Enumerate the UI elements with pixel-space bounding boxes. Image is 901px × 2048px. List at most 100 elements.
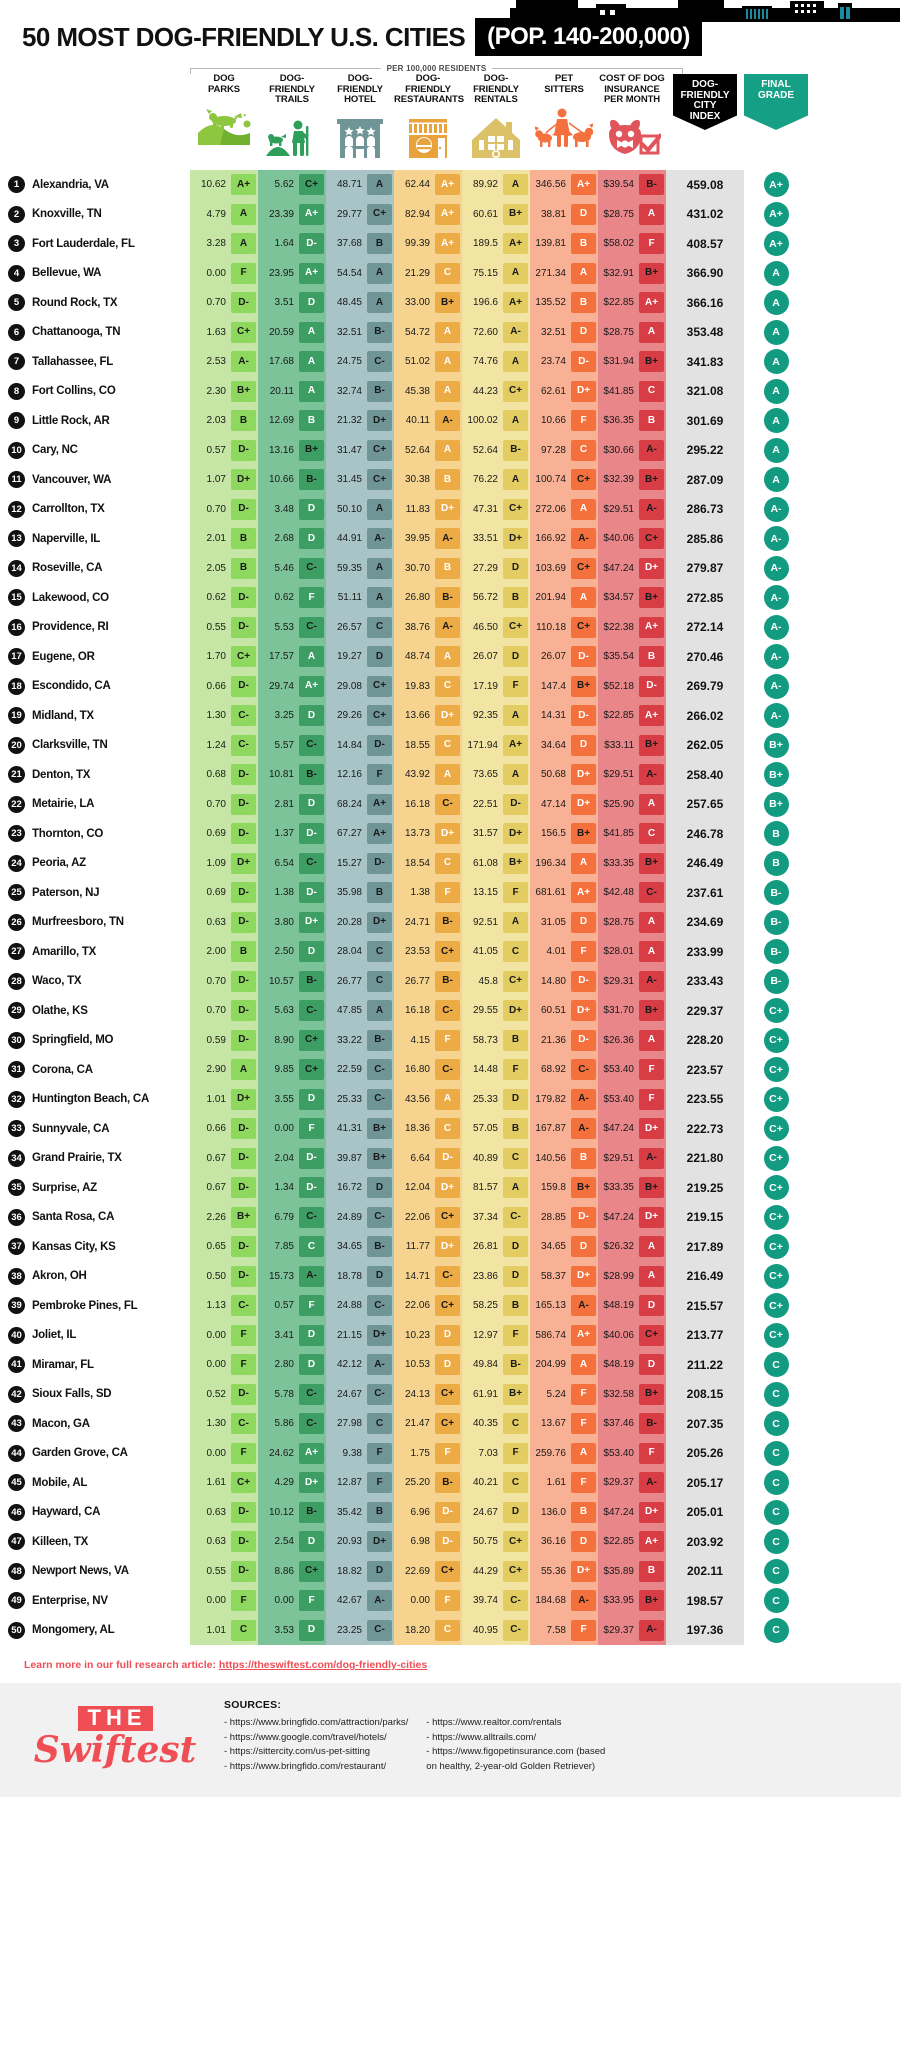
rank-badge: 22 [8, 795, 25, 813]
metric-grade: C+ [367, 675, 392, 697]
city-name: Waco, TX [32, 975, 82, 988]
cell-city-index: 215.57 [666, 1291, 744, 1321]
metric-value: 35.98 [336, 887, 362, 899]
metric-grade: B- [639, 174, 664, 196]
cell-sitters: 68.92 C- [530, 1055, 598, 1085]
final-grade-bubble: C+ [763, 1263, 789, 1289]
final-grade-bubble: C+ [763, 1027, 789, 1053]
cell-final-grade: A- [744, 613, 808, 643]
metric-value: 48.74 [404, 651, 430, 663]
cell-rentals: 47.31 C+ [462, 495, 530, 525]
cell-rentals: 22.51 D- [462, 790, 530, 820]
cell-trails: 12.69 B [258, 406, 326, 436]
rank-badge: 45 [8, 1474, 25, 1492]
cell-sitters: 7.58 F [530, 1616, 598, 1646]
metric-grade: D- [435, 1531, 460, 1553]
metric-value: 18.55 [404, 739, 430, 751]
cell-rentals: 196.6 A+ [462, 288, 530, 318]
cell-city-index: 269.79 [666, 671, 744, 701]
metric-grade: C- [435, 1059, 460, 1081]
cell-sitters: 34.65 D [530, 1232, 598, 1262]
metric-value: 33.51 [472, 533, 498, 545]
cell-final-grade: B+ [744, 760, 808, 790]
metric-grade: C- [299, 1000, 324, 1022]
metric-value: $32.91 [603, 267, 634, 279]
metric-value: 31.05 [540, 916, 566, 928]
cell-city-index: 219.15 [666, 1202, 744, 1232]
metric-value: 44.91 [336, 533, 362, 545]
metric-grade: A+ [231, 174, 256, 196]
cell-insurance: $41.85 C [598, 819, 666, 849]
rank-badge: 40 [8, 1326, 25, 1344]
cell-rentals: 39.74 C- [462, 1586, 530, 1616]
metric-value: 12.97 [472, 1329, 498, 1341]
metric-grade: B [571, 292, 596, 314]
metric-value: 52.64 [404, 444, 430, 456]
table-row: 16 Providence, RI 0.55 D- 5.53 C- 26.57 C 38.76 A… [0, 612, 901, 643]
cell-city-index: 207.35 [666, 1409, 744, 1439]
metric-grade: D [299, 705, 324, 727]
cell-rentals: 61.91 B+ [462, 1380, 530, 1410]
table-row: 44 Garden Grove, CA 0.00 F 24.62 A+ 9.38 F 1.75 F… [0, 1438, 901, 1469]
metric-value: 16.18 [404, 798, 430, 810]
cell-sitters: 167.87 A- [530, 1114, 598, 1144]
rank-and-city: 47 Killeen, TX [0, 1527, 190, 1557]
metric-grade: A [571, 587, 596, 609]
rank-badge: 38 [8, 1267, 25, 1285]
cell-rentals: 49.84 B- [462, 1350, 530, 1380]
city-name: Lakewood, CO [32, 591, 109, 604]
cell-city-index: 285.86 [666, 524, 744, 554]
cell-dog-parks: 2.26 B+ [190, 1203, 258, 1233]
metric-grade: F [503, 1324, 528, 1346]
metric-value: 5.86 [274, 1418, 294, 1430]
metric-grade: D- [639, 675, 664, 697]
metric-grade: A+ [299, 203, 324, 225]
research-article-link[interactable]: https://theswiftest.com/dog-friendly-cit… [218, 1659, 428, 1671]
metric-grade: D- [367, 734, 392, 756]
metric-value: 15.73 [268, 1270, 294, 1282]
cell-restaurants: 11.83 D+ [394, 495, 462, 525]
cell-rentals: 26.07 D [462, 642, 530, 672]
cell-final-grade: B [744, 819, 808, 849]
cell-trails: 24.62 A+ [258, 1439, 326, 1469]
metric-value: $30.66 [603, 444, 634, 456]
cell-dog-parks: 0.57 D- [190, 436, 258, 466]
cell-insurance: $28.75 A [598, 908, 666, 938]
cell-dog-parks: 1.70 C+ [190, 642, 258, 672]
cell-rentals: 57.05 B [462, 1114, 530, 1144]
metric-value: 37.34 [472, 1211, 498, 1223]
cell-hotel: 50.10 A [326, 495, 394, 525]
metric-grade: A [503, 1177, 528, 1199]
metric-grade: F [639, 233, 664, 255]
city-index-value: 233.99 [686, 944, 724, 959]
city-name: Bellevue, WA [32, 267, 102, 280]
metric-grade: A [639, 793, 664, 815]
rank-and-city: 20 Clarksville, TN [0, 731, 190, 761]
metric-grade: A [231, 203, 256, 225]
metric-grade: B [231, 557, 256, 579]
rank-badge: 31 [8, 1061, 25, 1079]
table-row: 15 Lakewood, CO 0.62 D- 0.62 F 51.11 A 26.80 B- 56… [0, 583, 901, 613]
rank-and-city: 32 Huntington Beach, CA [0, 1085, 190, 1115]
header-sitters-label: PET SITTERS [544, 73, 584, 95]
metric-value: 44.23 [472, 385, 498, 397]
city-index-value: 211.22 [686, 1357, 724, 1372]
dog-walker-icon [530, 95, 598, 148]
cell-insurance: $47.24 D+ [598, 1498, 666, 1528]
cell-insurance: $47.24 D+ [598, 1114, 666, 1144]
metric-value: $29.51 [603, 503, 634, 515]
metric-grade: A- [639, 1619, 664, 1641]
cell-restaurants: 40.11 A- [394, 406, 462, 436]
cell-hotel: 42.12 A- [326, 1350, 394, 1380]
cell-insurance: $25.90 A [598, 790, 666, 820]
metric-value: 1.01 [206, 1624, 226, 1636]
metric-value: 76.22 [472, 474, 498, 486]
metric-grade: B+ [639, 587, 664, 609]
metric-value: 13.73 [404, 828, 430, 840]
cell-city-index: 272.14 [666, 612, 744, 642]
cell-final-grade: A [744, 465, 808, 495]
cell-trails: 2.81 D [258, 790, 326, 820]
metric-grade: C+ [435, 1383, 460, 1405]
metric-value: 3.80 [274, 916, 294, 928]
metric-value: 4.01 [546, 946, 566, 958]
